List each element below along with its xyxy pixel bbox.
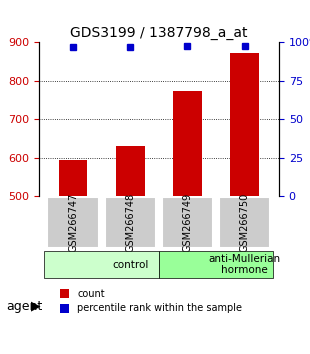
Text: GSM266750: GSM266750: [240, 193, 250, 252]
FancyBboxPatch shape: [47, 198, 99, 248]
Text: GSM266749: GSM266749: [183, 193, 193, 252]
Legend: count, percentile rank within the sample: count, percentile rank within the sample: [55, 285, 246, 318]
FancyBboxPatch shape: [104, 198, 156, 248]
FancyBboxPatch shape: [44, 251, 159, 278]
FancyBboxPatch shape: [219, 198, 270, 248]
Title: GDS3199 / 1387798_a_at: GDS3199 / 1387798_a_at: [70, 26, 248, 40]
Text: GSM266748: GSM266748: [125, 193, 135, 252]
Text: agent: agent: [6, 300, 42, 313]
Bar: [116, 145, 144, 196]
Bar: [230, 53, 259, 196]
Text: GSM266747: GSM266747: [68, 193, 78, 252]
Text: control: control: [112, 259, 148, 269]
FancyBboxPatch shape: [162, 198, 213, 248]
Bar: [173, 91, 202, 196]
Text: ▶: ▶: [31, 300, 41, 313]
Text: anti-Mullerian
hormone: anti-Mullerian hormone: [209, 254, 281, 275]
Bar: [59, 160, 87, 196]
FancyBboxPatch shape: [159, 251, 273, 278]
